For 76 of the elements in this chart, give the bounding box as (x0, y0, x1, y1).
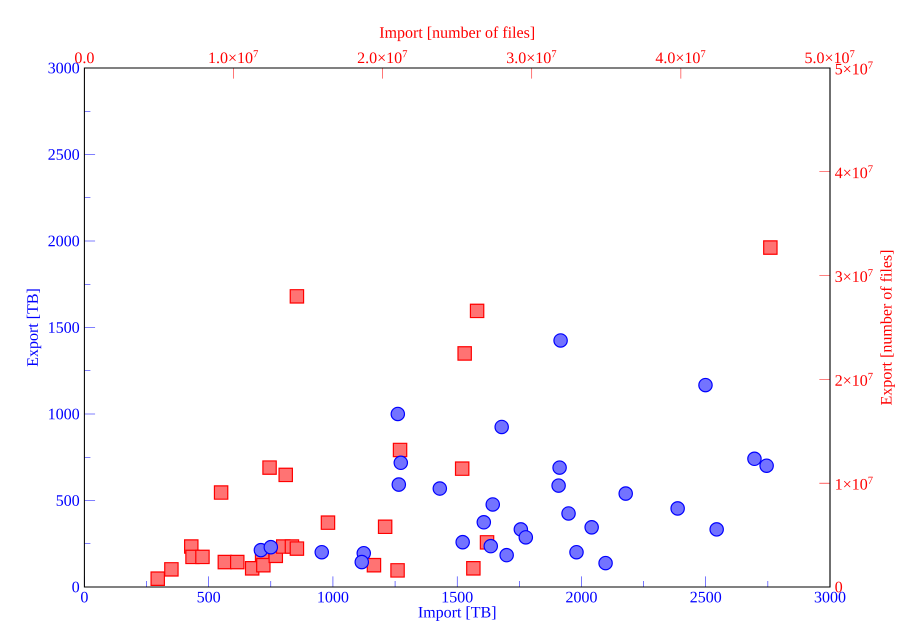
point (483, 538, 498, 554)
x-tick-label: 2000 (566, 592, 597, 602)
x-tick-label: 3000 (814, 592, 846, 602)
point (518, 530, 534, 545)
x2-tick-label: 0.0 (75, 52, 94, 64)
y2-tick-label: 0 (835, 582, 842, 592)
y2-tick-label: 2×10$^{7}$ (835, 372, 873, 386)
point (466, 561, 481, 576)
point (164, 562, 179, 577)
point (378, 520, 392, 534)
point (264, 540, 278, 554)
point (759, 458, 774, 473)
y-tick-label: 1000 (49, 408, 80, 420)
x2-tick-label: 4.0×10$^{7}$ (656, 50, 706, 64)
x-tick-label: 0 (81, 592, 88, 602)
x2-tick-label: 5.0×10$^{7}$ (805, 50, 855, 64)
point (230, 554, 245, 570)
point (262, 460, 277, 475)
x-tick-label: 1500 (442, 592, 473, 602)
point (552, 460, 567, 475)
point (432, 481, 448, 496)
y-tick-label: 2500 (48, 149, 80, 160)
x2-tick-label: 1.0×10$^{7}$ (209, 50, 258, 64)
point (670, 501, 685, 516)
point (390, 563, 405, 578)
x-axis-title: Import [TB] (418, 606, 496, 621)
point (457, 346, 472, 361)
point (561, 506, 576, 521)
point (354, 554, 370, 570)
x-tick-label: 2500 (690, 592, 722, 602)
y2-axis-title: Export [number of files] (880, 250, 895, 406)
y-tick-label: 3000 (48, 62, 80, 74)
point (214, 485, 228, 500)
point (476, 515, 492, 530)
point (709, 522, 724, 537)
x-tick-label: 1000 (318, 592, 348, 602)
x2-tick-label: 3.0×10$^{7}$ (507, 50, 556, 64)
x-tick-label: 500 (198, 592, 220, 602)
point (392, 442, 408, 458)
point (551, 478, 566, 493)
point (499, 548, 514, 562)
point (485, 497, 500, 512)
y-axis-title: Export [TB] (26, 289, 42, 366)
point (618, 486, 633, 501)
point (763, 240, 778, 255)
y2-tick-label: 1×10$^{7}$ (836, 476, 873, 490)
y-tick-label: 500 (56, 495, 80, 506)
y-tick-label: 0 (72, 582, 80, 592)
y-tick-label: 2000 (48, 236, 80, 246)
point (195, 550, 210, 564)
point (569, 544, 584, 560)
y2-tick-label: 4×10$^{7}$ (835, 165, 873, 178)
point (584, 520, 599, 535)
point (598, 556, 613, 570)
point (470, 304, 484, 318)
point (290, 541, 304, 556)
point (278, 468, 293, 482)
point (494, 420, 509, 434)
y-tick-label: 1500 (49, 322, 80, 333)
x2-tick-label: 2.0×10$^{7}$ (358, 50, 408, 64)
y2-tick-label: 3×10$^{7}$ (835, 269, 873, 282)
point (747, 452, 762, 466)
point (698, 378, 713, 392)
point (390, 406, 406, 422)
point (320, 515, 336, 530)
point (455, 534, 470, 550)
point (394, 456, 408, 470)
point (256, 558, 271, 572)
point (553, 333, 568, 348)
x2-axis-title: Import [number of files] (380, 26, 534, 42)
point (454, 461, 470, 476)
point (366, 558, 382, 572)
point (314, 544, 330, 560)
point (150, 571, 165, 586)
point (290, 289, 304, 304)
point (392, 477, 406, 492)
